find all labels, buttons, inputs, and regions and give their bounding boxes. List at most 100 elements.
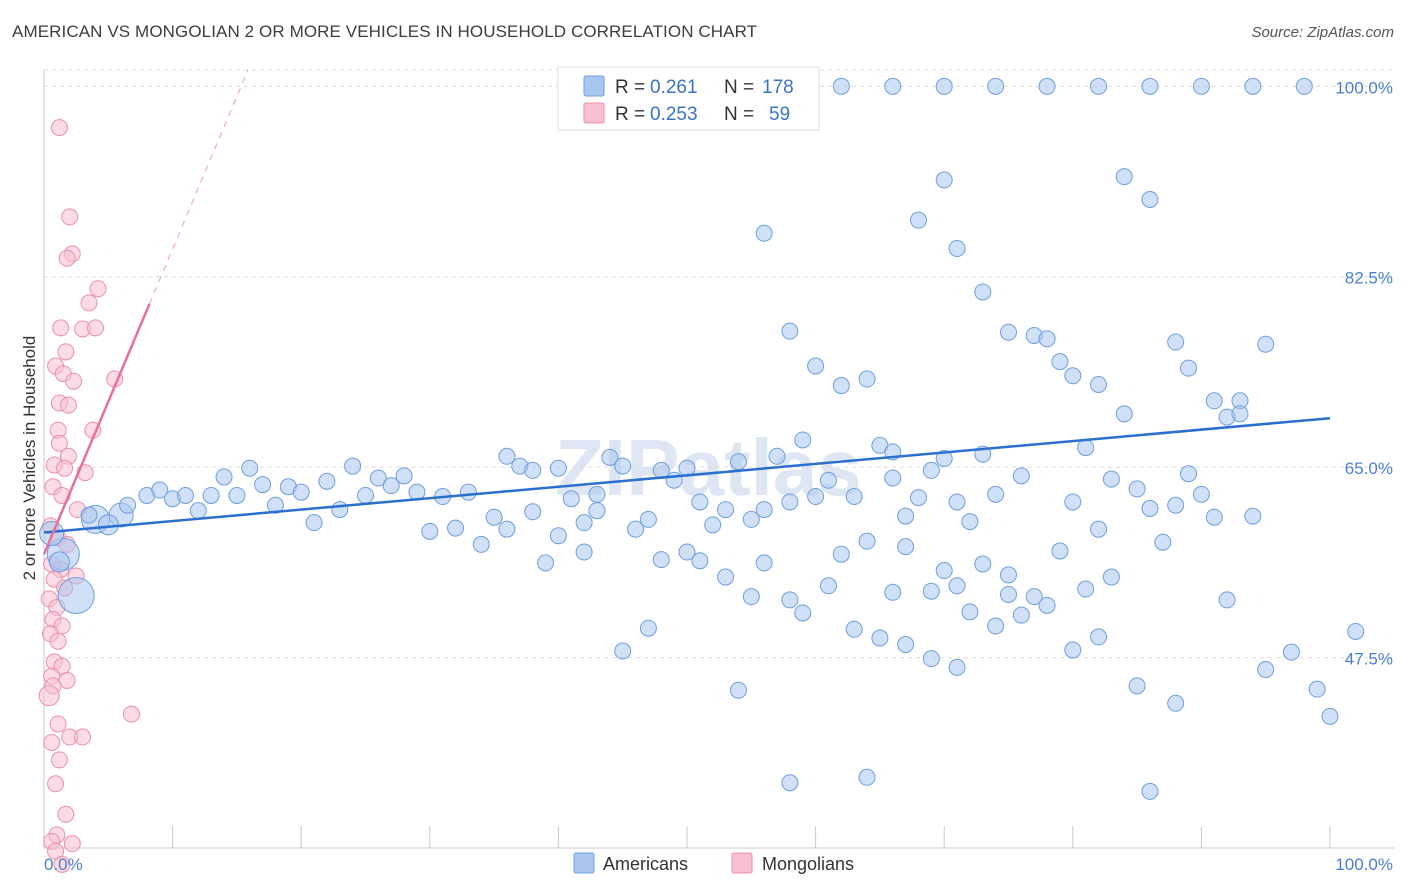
american-point [119, 496, 137, 514]
american-point [80, 506, 98, 524]
american-point [717, 501, 735, 519]
legend-r-value-americans: 0.261 [650, 77, 698, 98]
american-point [794, 431, 812, 449]
american-point [935, 562, 953, 580]
american-point [1090, 375, 1108, 393]
american-point [987, 485, 1005, 503]
stats-legend: R = 0.261 N = 178 R = 0.253 N = 59 [557, 66, 820, 131]
chart-title: AMERICAN VS MONGOLIAN 2 OR MORE VEHICLES… [12, 22, 758, 41]
american-point [305, 514, 323, 532]
american-point [549, 459, 567, 477]
american-point [331, 501, 349, 519]
american-point [1000, 323, 1017, 341]
mongolian-points [38, 119, 140, 873]
american-point [1000, 585, 1017, 603]
american-point [948, 658, 966, 676]
y-tick-label: 65.0% [1345, 459, 1393, 478]
y-tick-label: 47.5% [1345, 650, 1393, 669]
x-tick-label-max: 100.0% [1335, 855, 1393, 874]
american-point [176, 486, 194, 504]
american-point [704, 516, 722, 534]
american-point [1192, 485, 1210, 503]
american-point [421, 522, 439, 540]
series-legend-label-mongolians: Mongolians [762, 854, 854, 874]
mongolian-trend-extension [148, 69, 249, 305]
american-point [987, 77, 1005, 95]
american-point [935, 171, 953, 189]
mongolian-point [49, 632, 67, 650]
american-point [498, 447, 516, 465]
series-legend: Americans Mongolians [573, 852, 854, 874]
american-point [922, 582, 940, 600]
american-point [961, 603, 979, 621]
american-point [1167, 496, 1185, 514]
american-point [691, 552, 709, 570]
american-point [614, 642, 632, 660]
mongolian-point [47, 775, 65, 793]
american-point [485, 508, 503, 526]
american-point [369, 469, 387, 487]
american-point [1218, 591, 1236, 609]
american-point [935, 77, 953, 95]
american-point [1038, 596, 1056, 614]
american-point [1347, 622, 1365, 640]
american-point [1295, 77, 1313, 95]
legend-n-value-americans: 178 [762, 77, 794, 98]
american-point [884, 583, 902, 601]
american-points [39, 77, 1365, 800]
american-point [1102, 568, 1120, 586]
mongolian-point [122, 705, 140, 723]
american-point [858, 532, 876, 550]
american-point [1308, 680, 1326, 698]
american-point [755, 224, 773, 242]
mongolian-point [56, 459, 74, 477]
mongolian-point [38, 685, 60, 707]
american-point [781, 493, 799, 511]
american-point [1077, 439, 1095, 457]
american-point [472, 535, 490, 553]
american-point [1154, 533, 1172, 551]
american-point [1244, 507, 1262, 525]
y-tick-label: 82.5% [1345, 269, 1393, 288]
american-point [241, 459, 259, 477]
american-point [768, 447, 786, 465]
american-point [1038, 77, 1056, 95]
american-point [1064, 493, 1082, 511]
american-point [575, 514, 593, 532]
american-point [292, 483, 310, 501]
american-point [678, 543, 696, 561]
legend-r-value-mongolians: 0.253 [650, 104, 698, 125]
series-legend-swatch-mongolians [731, 852, 753, 874]
american-point [588, 502, 606, 520]
american-point [717, 568, 735, 586]
american-point [1192, 77, 1210, 95]
american-point [858, 370, 876, 388]
american-point [614, 457, 632, 475]
mongolian-point [57, 343, 75, 361]
american-point [845, 620, 863, 638]
american-point [1012, 467, 1030, 485]
legend-r-label: R = [615, 77, 645, 98]
american-point [922, 461, 940, 479]
american-point [948, 239, 966, 257]
american-point [1141, 190, 1159, 208]
american-point [1090, 77, 1108, 95]
american-point [897, 538, 915, 556]
american-point [948, 577, 966, 595]
american-point [1090, 628, 1108, 646]
x-axis-ticks [172, 826, 1331, 848]
american-point [729, 453, 747, 471]
mongolian-point [53, 855, 71, 873]
american-point [151, 481, 169, 499]
american-point [974, 555, 992, 573]
mongolian-point [59, 396, 77, 414]
american-point [755, 554, 773, 572]
american-point [909, 211, 927, 229]
american-point [1064, 641, 1082, 659]
mongolian-point [52, 319, 70, 337]
american-point [1257, 661, 1275, 679]
mongolian-point [63, 835, 81, 853]
american-point [1025, 588, 1043, 606]
american-point [665, 471, 683, 489]
american-point [1282, 643, 1300, 661]
